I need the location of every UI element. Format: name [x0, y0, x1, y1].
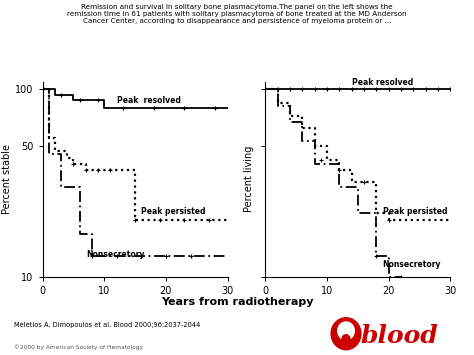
Text: blood: blood [360, 324, 438, 348]
Text: Peak resolved: Peak resolved [352, 78, 413, 87]
Text: ©2000 by American Society of Hematology: ©2000 by American Society of Hematology [14, 344, 143, 350]
Text: Nonsecretory: Nonsecretory [383, 260, 441, 269]
Circle shape [337, 322, 354, 340]
Text: Remission and survival in solitary bone plasmacytoma.The panel on the left shows: Remission and survival in solitary bone … [67, 4, 407, 23]
Y-axis label: Percent living: Percent living [244, 146, 254, 212]
Text: Nonsecretory: Nonsecretory [86, 250, 144, 259]
Circle shape [342, 335, 350, 343]
Text: Peak  resolved: Peak resolved [117, 95, 181, 105]
Text: Meletios A. Dimopoulos et al. Blood 2000;96:2037-2044: Meletios A. Dimopoulos et al. Blood 2000… [14, 322, 201, 328]
Text: Peak persisted: Peak persisted [141, 207, 206, 217]
Text: Peak persisted: Peak persisted [383, 207, 447, 217]
Y-axis label: Percent stable: Percent stable [2, 144, 12, 214]
Text: Years from radiotherapy: Years from radiotherapy [161, 297, 313, 307]
Circle shape [331, 318, 361, 350]
